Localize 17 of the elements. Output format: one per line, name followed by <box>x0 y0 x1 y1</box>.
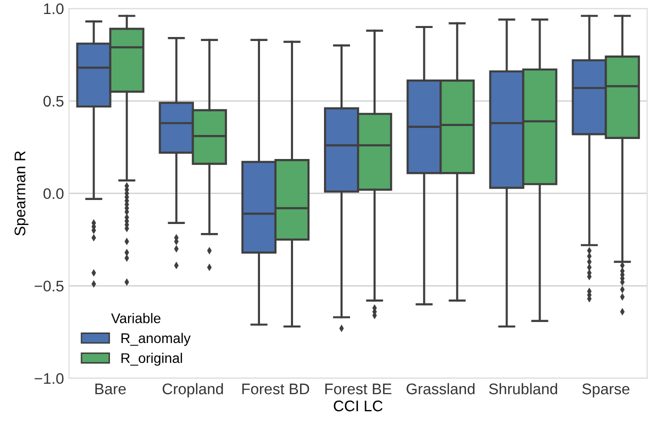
y-tick-label: 0.0 <box>43 188 64 200</box>
x-tick-label: Grassland <box>406 383 474 394</box>
legend-label: R_anomaly <box>122 332 191 346</box>
x-tick-label: Forest BD <box>242 384 310 394</box>
x-tick-label: Cropland <box>162 383 223 398</box>
legend-label: R_original <box>122 352 182 366</box>
x-tick-label: Shrubland <box>489 383 558 394</box>
x-tick-label: Sparse <box>582 384 630 398</box>
y-tick-label: −1.0 <box>34 373 64 384</box>
x-axis-title: CCI LC <box>334 400 383 412</box>
legend-title: Variable <box>111 313 160 324</box>
y-tick-label: −0.5 <box>34 280 64 292</box>
y-tick-label: 1.0 <box>44 3 64 14</box>
y-tick-label: 0.5 <box>43 96 64 107</box>
x-tick-label: Forest BE <box>325 384 392 394</box>
x-tick-label: Bare <box>95 384 126 394</box>
y-axis-title: Spearman R <box>14 151 28 236</box>
